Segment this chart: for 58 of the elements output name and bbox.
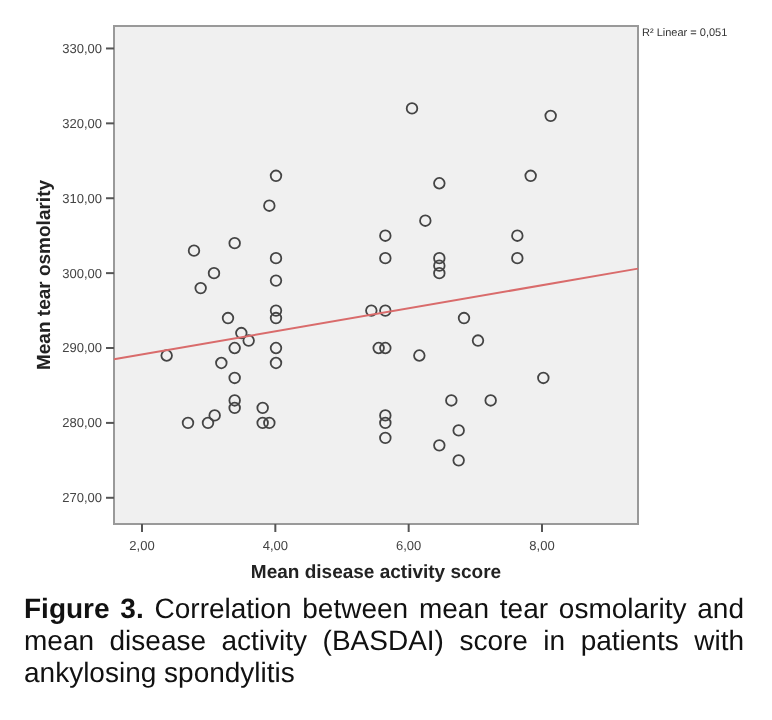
point bbox=[511, 251, 524, 265]
point bbox=[511, 229, 524, 242]
point bbox=[544, 109, 557, 123]
point bbox=[457, 311, 471, 325]
point bbox=[160, 349, 173, 362]
point bbox=[256, 416, 269, 430]
point bbox=[379, 431, 392, 445]
point bbox=[433, 259, 446, 272]
point bbox=[471, 334, 485, 347]
point bbox=[452, 424, 465, 437]
point bbox=[413, 349, 426, 362]
point bbox=[194, 281, 207, 295]
point bbox=[537, 371, 550, 385]
x-axis-title: Mean disease activity score bbox=[250, 562, 502, 584]
point bbox=[235, 326, 248, 340]
point bbox=[263, 199, 276, 212]
point bbox=[207, 266, 221, 280]
point bbox=[269, 341, 283, 355]
point bbox=[452, 454, 465, 467]
point bbox=[379, 416, 392, 430]
point bbox=[419, 214, 432, 227]
point bbox=[433, 251, 446, 265]
point bbox=[228, 371, 241, 385]
point bbox=[269, 356, 283, 370]
point bbox=[269, 274, 283, 287]
point bbox=[405, 102, 419, 115]
point bbox=[228, 394, 241, 407]
point bbox=[181, 416, 195, 430]
point bbox=[379, 341, 392, 355]
text: Figure 3. bbox=[24, 592, 144, 624]
point bbox=[433, 177, 446, 190]
point bbox=[524, 169, 537, 182]
point bbox=[365, 304, 378, 317]
point bbox=[379, 304, 392, 317]
point bbox=[379, 409, 392, 422]
point bbox=[201, 416, 215, 430]
point bbox=[187, 244, 201, 257]
point bbox=[379, 229, 392, 242]
point bbox=[269, 169, 283, 182]
point bbox=[228, 401, 241, 415]
point bbox=[445, 394, 458, 407]
point bbox=[228, 236, 241, 250]
point bbox=[484, 394, 497, 407]
point bbox=[433, 439, 446, 452]
point bbox=[256, 401, 269, 415]
point bbox=[263, 416, 276, 430]
point bbox=[215, 356, 228, 370]
point bbox=[269, 311, 283, 325]
y-axis-title: Mean tear osmolarity bbox=[34, 178, 56, 371]
point bbox=[208, 409, 221, 422]
point bbox=[269, 304, 283, 317]
point bbox=[221, 311, 235, 325]
point bbox=[228, 341, 241, 355]
point bbox=[242, 334, 255, 347]
point bbox=[269, 251, 283, 265]
point bbox=[372, 341, 385, 355]
point bbox=[433, 266, 446, 280]
point bbox=[379, 251, 392, 265]
